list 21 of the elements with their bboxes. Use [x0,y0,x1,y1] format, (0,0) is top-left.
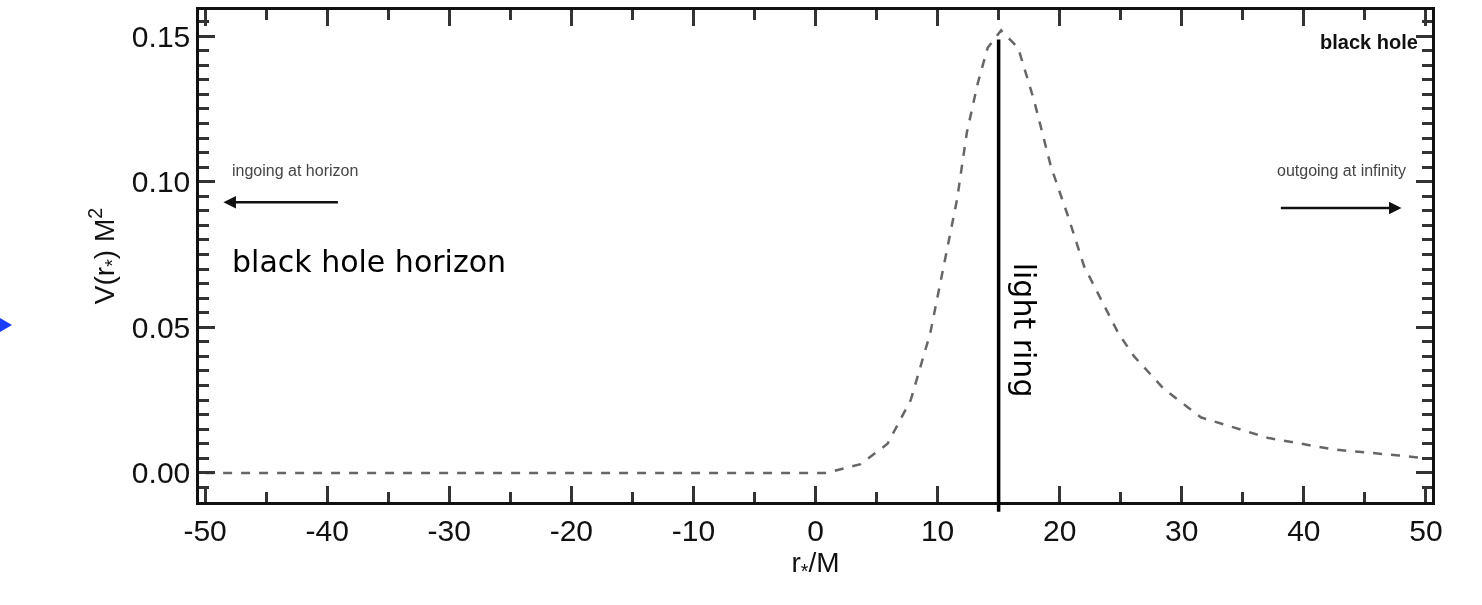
x-tick-label: -40 [305,513,349,547]
annotation: black hole [1320,31,1418,53]
x-tick-label: -30 [427,513,471,547]
x-tick-label: 20 [1042,513,1077,547]
x-tick-label: -10 [671,513,716,547]
x-tick-label: -20 [549,513,594,547]
x-axis-title: r$_{*}$/M [791,546,840,582]
y-tick-label: 0.05 [131,310,191,344]
ref-line-label: light ring [1006,262,1042,398]
x-tick-label: 30 [1165,513,1199,547]
x-tick-label: 40 [1287,513,1321,547]
annotation: outgoing at infinity [1277,162,1406,179]
x-tick-label: 50 [1409,513,1443,547]
y-tick-label: 0.10 [131,165,191,199]
x-tick-label: 10 [920,513,955,547]
x-tick-label: 0 [807,513,824,547]
y-tick-label: 0.15 [131,19,191,53]
x-tick-label: -50 [183,513,227,547]
annotation: black hole horizon [232,244,507,279]
y-tick-label: 0.00 [131,456,191,490]
annotation: ingoing at horizon [232,162,359,179]
